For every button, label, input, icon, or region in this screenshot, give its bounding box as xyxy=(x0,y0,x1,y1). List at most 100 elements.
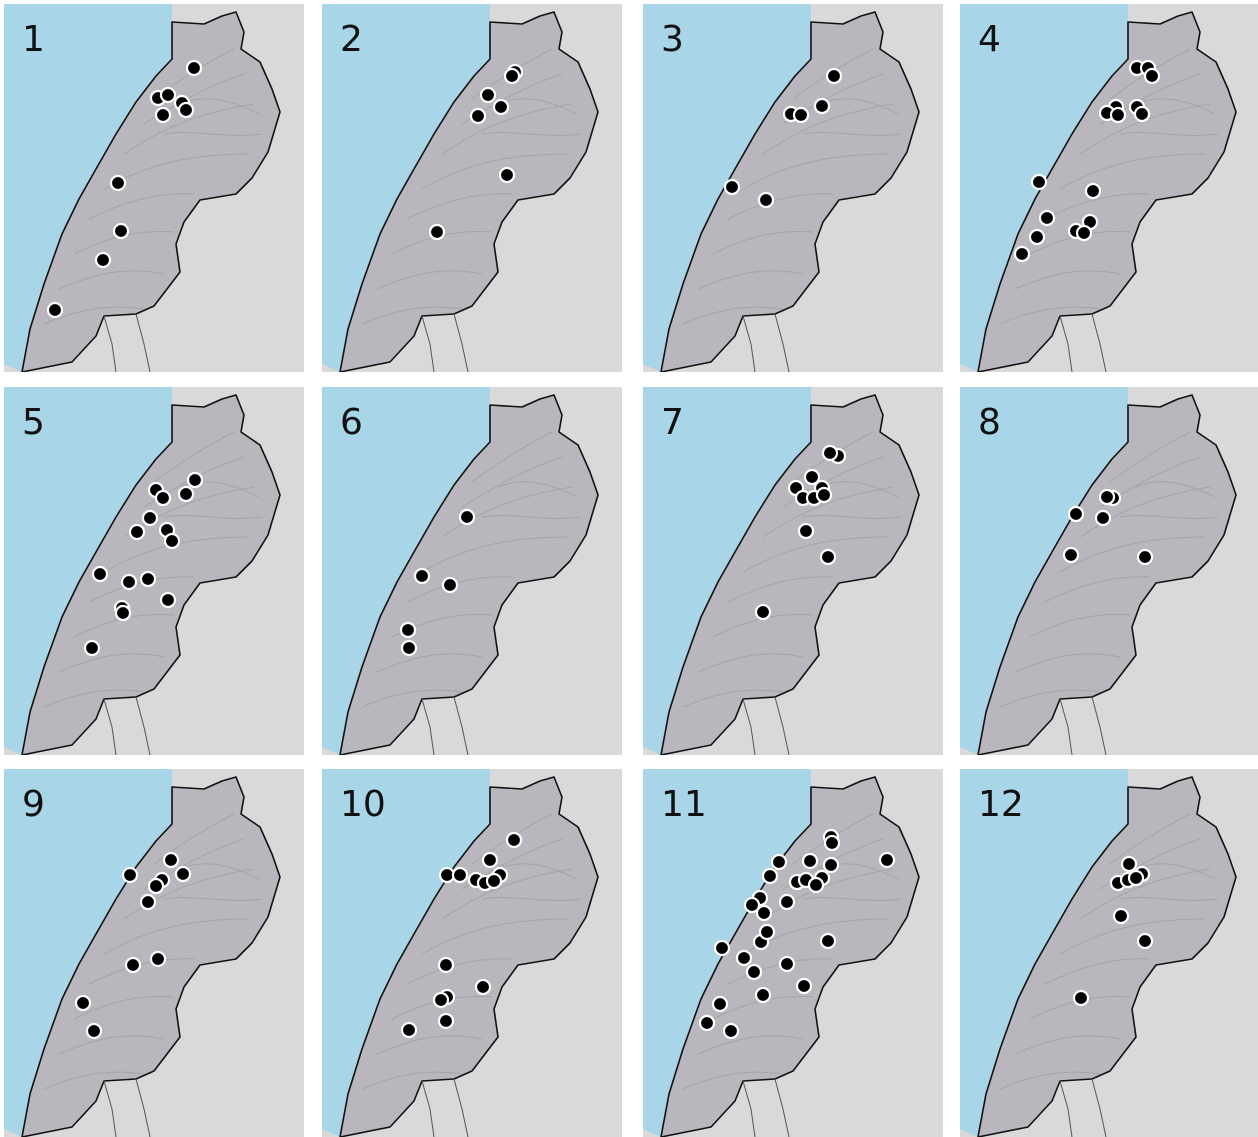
location-marker xyxy=(1136,548,1154,566)
panel-number-label: 10 xyxy=(340,784,386,825)
location-marker xyxy=(745,963,763,981)
country-shape xyxy=(21,11,281,372)
location-marker xyxy=(186,471,204,489)
lebanon-map-8 xyxy=(960,387,1258,755)
panel-number-label: 3 xyxy=(661,19,684,60)
location-marker xyxy=(428,223,446,241)
panel-number-label: 1 xyxy=(22,19,45,60)
location-marker xyxy=(1072,989,1090,1007)
southern-border-lines xyxy=(742,1078,790,1137)
location-marker xyxy=(159,86,177,104)
location-marker xyxy=(1075,224,1093,242)
panel-number-label: 4 xyxy=(978,19,1001,60)
location-marker xyxy=(503,67,521,85)
southern-border-lines xyxy=(421,313,469,372)
location-marker xyxy=(1067,505,1085,523)
panel-number-label: 12 xyxy=(978,784,1024,825)
map-panel-6: 6 xyxy=(322,387,622,755)
country-shape xyxy=(339,776,599,1137)
lebanon-map-6 xyxy=(322,387,622,755)
map-panel-11: 11 xyxy=(643,769,943,1137)
location-marker xyxy=(141,509,159,527)
location-marker xyxy=(825,67,843,85)
location-marker xyxy=(1094,509,1112,527)
location-marker xyxy=(755,904,773,922)
location-marker xyxy=(821,444,839,462)
lebanon-map-3 xyxy=(643,4,943,372)
map-panel-1: 1 xyxy=(4,4,304,372)
location-marker xyxy=(792,106,810,124)
location-marker xyxy=(159,591,177,609)
country-shape xyxy=(339,394,599,755)
location-marker xyxy=(1127,869,1145,887)
relief-shading xyxy=(361,813,581,1090)
location-marker xyxy=(120,573,138,591)
lebanon-map-12 xyxy=(960,769,1258,1137)
map-panel-2: 2 xyxy=(322,4,622,372)
lebanon-map-1 xyxy=(4,4,304,372)
location-marker xyxy=(1133,105,1151,123)
location-marker xyxy=(761,867,779,885)
country-shape xyxy=(660,11,920,372)
location-marker xyxy=(757,191,775,209)
location-marker xyxy=(413,567,431,585)
location-marker xyxy=(698,1014,716,1032)
location-marker xyxy=(1120,855,1138,873)
location-marker xyxy=(1109,106,1127,124)
location-marker xyxy=(481,851,499,869)
location-marker xyxy=(458,508,476,526)
location-marker xyxy=(505,831,523,849)
location-marker xyxy=(400,639,418,657)
location-marker xyxy=(743,896,761,914)
location-marker xyxy=(109,174,127,192)
lebanon-map-4 xyxy=(960,4,1258,372)
location-marker xyxy=(485,872,503,890)
location-marker xyxy=(479,86,497,104)
location-marker xyxy=(154,106,172,124)
relief-shading xyxy=(43,431,263,708)
location-marker xyxy=(795,977,813,995)
location-marker xyxy=(801,852,819,870)
location-marker xyxy=(163,532,181,550)
lebanon-map-5 xyxy=(4,387,304,755)
location-marker xyxy=(162,851,180,869)
relief-shading xyxy=(43,48,263,325)
location-marker xyxy=(492,98,510,116)
panel-number-label: 11 xyxy=(661,784,707,825)
lebanon-map-2 xyxy=(322,4,622,372)
location-marker xyxy=(1084,182,1102,200)
location-marker xyxy=(437,1012,455,1030)
location-marker xyxy=(149,950,167,968)
location-marker xyxy=(1136,932,1154,950)
location-marker xyxy=(94,251,112,269)
southern-border-lines xyxy=(103,1078,151,1137)
location-marker xyxy=(139,893,157,911)
map-panel-8: 8 xyxy=(960,387,1258,755)
location-marker xyxy=(451,866,469,884)
location-marker xyxy=(91,565,109,583)
location-marker xyxy=(711,995,729,1013)
location-marker xyxy=(1143,67,1161,85)
location-marker xyxy=(797,522,815,540)
location-marker xyxy=(822,856,840,874)
southern-border-lines xyxy=(742,313,790,372)
location-marker xyxy=(823,834,841,852)
location-marker xyxy=(74,994,92,1012)
panel-number-label: 7 xyxy=(661,402,684,443)
map-panel-5: 5 xyxy=(4,387,304,755)
location-marker xyxy=(1028,228,1046,246)
location-marker xyxy=(1098,488,1116,506)
southern-border-lines xyxy=(1059,313,1107,372)
location-marker xyxy=(754,986,772,1004)
country-shape xyxy=(977,776,1237,1137)
relief-shading xyxy=(361,431,581,708)
location-marker xyxy=(498,166,516,184)
southern-border-lines xyxy=(421,1078,469,1137)
location-marker xyxy=(469,107,487,125)
country-shape xyxy=(660,394,920,755)
map-panel-4: 4 xyxy=(960,4,1258,372)
location-marker xyxy=(399,621,417,639)
panel-number-label: 9 xyxy=(22,784,45,825)
location-marker xyxy=(177,101,195,119)
